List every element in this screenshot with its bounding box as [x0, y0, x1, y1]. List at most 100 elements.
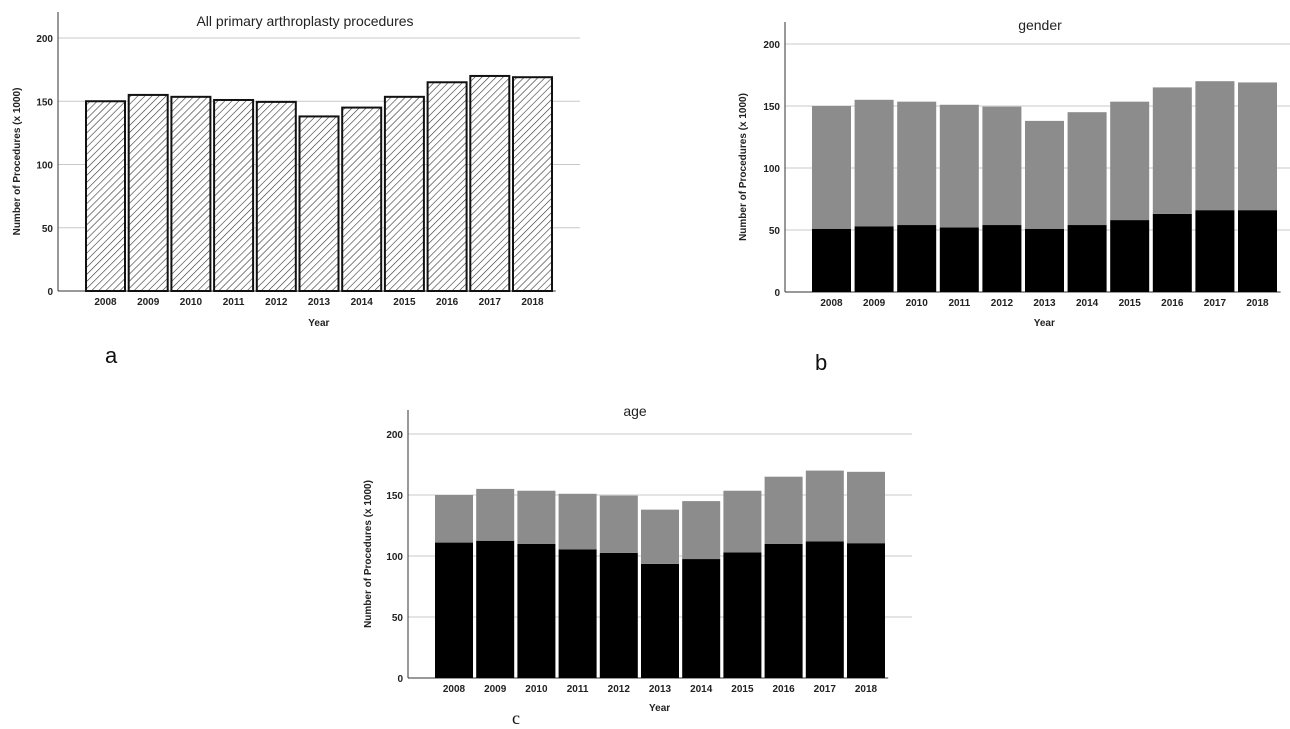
bar-segment — [1025, 120, 1064, 229]
y-tick-label: 100 — [36, 161, 53, 172]
bar-segment — [897, 101, 937, 226]
bar-segment — [599, 552, 638, 678]
bar-segment — [1025, 228, 1064, 292]
bar-segment — [1152, 87, 1192, 214]
bar-segment — [854, 226, 894, 292]
x-axis-label: Year — [1034, 318, 1055, 329]
x-tick-label: 2009 — [484, 684, 507, 695]
bar-segment — [517, 490, 556, 544]
bar-segment — [982, 106, 1022, 226]
panel-label-c: c — [512, 708, 520, 728]
x-tick-label: 2016 — [1161, 298, 1184, 309]
x-tick-label: 2013 — [308, 297, 331, 308]
bar — [127, 93, 169, 292]
y-axis-label: Number of Procedures (x 1000) — [12, 88, 23, 236]
chart-title: gender — [1018, 17, 1062, 33]
x-tick-label: 2011 — [948, 298, 970, 309]
bar-segment — [847, 471, 885, 544]
bar — [170, 95, 212, 293]
bar-segment — [939, 104, 979, 228]
bar-segment — [897, 225, 937, 292]
x-tick-label: 2014 — [690, 684, 713, 695]
bar-segment — [1110, 220, 1150, 292]
bar-segment — [476, 540, 515, 678]
bar-segment — [939, 227, 979, 292]
x-tick-label: 2015 — [731, 684, 754, 695]
bar-segment — [1152, 213, 1192, 292]
x-tick-label: 2011 — [567, 684, 589, 695]
bar-segment — [723, 490, 762, 553]
x-tick-label: 2009 — [137, 297, 160, 308]
bar — [512, 76, 553, 292]
x-tick-label: 2011 — [223, 297, 245, 308]
bar-segment — [558, 493, 597, 550]
bar-segment — [812, 106, 851, 229]
y-tick-label: 150 — [763, 102, 780, 113]
bar-segment — [558, 549, 597, 678]
bar-segment — [854, 99, 894, 227]
bar-segment — [599, 495, 638, 553]
y-tick-label: 50 — [42, 224, 54, 235]
bar — [426, 81, 468, 293]
chart-title: All primary arthroplasty procedures — [196, 13, 413, 29]
y-tick-label: 150 — [36, 97, 53, 108]
y-tick-label: 200 — [36, 34, 53, 45]
x-tick-label: 2017 — [814, 684, 837, 695]
bar-segment — [682, 559, 721, 678]
panel-label-a: a — [105, 343, 118, 368]
x-tick-label: 2012 — [608, 684, 631, 695]
bar-segment — [1110, 101, 1150, 221]
bar — [341, 106, 383, 292]
x-tick-label: 2010 — [180, 297, 203, 308]
bar-segment — [435, 495, 473, 543]
x-tick-label: 2008 — [94, 297, 117, 308]
x-tick-label: 2015 — [1119, 298, 1142, 309]
bar-segment — [1238, 82, 1277, 211]
bar — [298, 115, 340, 293]
x-tick-label: 2012 — [991, 298, 1014, 309]
y-tick-label: 200 — [386, 430, 403, 441]
bar-segment — [476, 488, 515, 541]
x-tick-label: 2016 — [436, 297, 459, 308]
x-tick-label: 2014 — [351, 297, 374, 308]
y-tick-label: 150 — [386, 491, 403, 502]
y-tick-label: 0 — [774, 288, 780, 299]
bar-segment — [764, 543, 803, 678]
x-tick-label: 2016 — [772, 684, 795, 695]
bar — [383, 95, 425, 293]
bar-segment — [682, 501, 721, 560]
x-tick-label: 2014 — [1076, 298, 1099, 309]
x-tick-label: 2013 — [649, 684, 672, 695]
bar-segment — [847, 543, 885, 678]
x-tick-label: 2017 — [479, 297, 502, 308]
x-tick-label: 2018 — [521, 297, 544, 308]
y-axis-label: Number of Procedures (x 1000) — [738, 93, 749, 241]
bar-segment — [723, 552, 762, 678]
chart-title: age — [623, 403, 647, 419]
x-tick-label: 2018 — [855, 684, 878, 695]
bar-segment — [1195, 81, 1235, 211]
x-tick-label: 2008 — [820, 298, 843, 309]
bar-segment — [641, 509, 679, 564]
bar-segment — [764, 476, 803, 544]
bar-segment — [805, 541, 844, 678]
x-axis-label: Year — [649, 703, 670, 714]
bar-segment — [641, 563, 679, 678]
y-tick-label: 0 — [47, 287, 53, 298]
bar — [213, 98, 255, 292]
bar-segment — [1067, 225, 1107, 292]
bar-segment — [435, 542, 473, 678]
bar-segment — [1195, 210, 1235, 292]
y-axis-label: Number of Procedures (x 1000) — [363, 480, 374, 628]
x-tick-label: 2010 — [906, 298, 929, 309]
bar — [85, 100, 126, 292]
bar — [255, 100, 297, 292]
panel-label-b: b — [815, 350, 828, 375]
x-tick-label: 2012 — [265, 297, 288, 308]
x-tick-label: 2017 — [1204, 298, 1227, 309]
x-tick-label: 2018 — [1246, 298, 1269, 309]
chart-all-procedures: 0 50 100 150 200 2008 2009 2010 2011 2012 2013 2014… — [12, 12, 580, 329]
bar-segment — [1067, 112, 1107, 226]
y-tick-label: 0 — [397, 674, 403, 685]
